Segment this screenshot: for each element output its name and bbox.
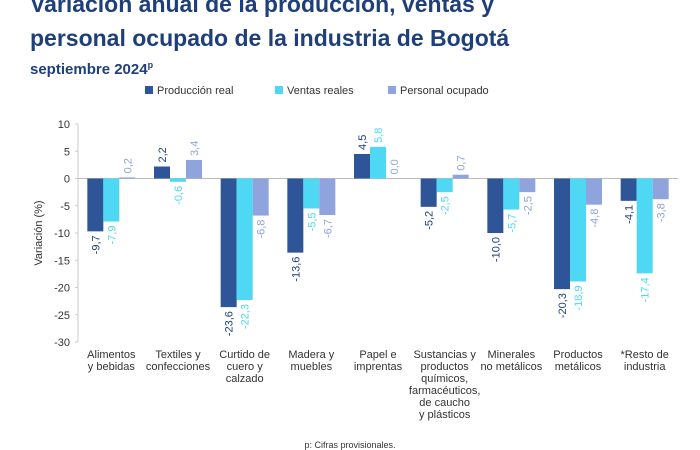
- legend-label: Ventas reales: [287, 85, 354, 97]
- value-label: 0,0: [389, 159, 401, 174]
- bar: [570, 178, 586, 282]
- chart-subtitle: septiembre 2024p: [30, 60, 154, 78]
- bar: [170, 178, 186, 182]
- bar: [87, 178, 104, 232]
- x-tick-label: Madera y muebles: [288, 349, 334, 373]
- bar: [636, 178, 653, 274]
- value-label: -7,9: [106, 226, 118, 245]
- bar: [220, 178, 237, 308]
- value-label: -3,8: [656, 203, 668, 222]
- bar: [119, 177, 136, 179]
- value-label: -10,0: [490, 237, 502, 262]
- bar: [319, 178, 336, 216]
- bar: [370, 146, 386, 179]
- bar: [586, 178, 602, 205]
- value-label: -2,5: [440, 196, 452, 215]
- bar: [436, 178, 453, 193]
- chart-title: personal ocupado de la industria de Bogo…: [30, 25, 509, 51]
- value-label: -22,3: [240, 304, 252, 329]
- bar: [236, 178, 253, 301]
- footnote: p: Cifras provisionales.: [304, 440, 395, 450]
- y-tick-label: -5: [60, 201, 70, 213]
- legend-swatch: [275, 86, 283, 94]
- bar: [452, 174, 469, 179]
- value-label: 3,4: [189, 141, 201, 156]
- value-label: -5,7: [506, 214, 518, 233]
- bar: [303, 178, 320, 209]
- value-label: -6,8: [256, 220, 268, 239]
- value-label: -17,4: [640, 277, 652, 302]
- bar: [154, 166, 170, 179]
- x-tick-label: Sustancias y productos químicos, farmacéuti…: [409, 349, 481, 421]
- value-label: -18,9: [573, 286, 585, 311]
- value-label: -6,7: [322, 219, 334, 238]
- y-tick-label: -20: [54, 283, 70, 295]
- value-label: 0,7: [456, 155, 468, 170]
- x-tick-label: Papel e imprentas: [354, 349, 403, 373]
- x-tick-label: Textiles y confecciones: [146, 349, 211, 373]
- legend-label: Producción real: [157, 85, 233, 97]
- x-tick-label: Curtido de cuero y calzado: [219, 349, 270, 385]
- x-tick-label: *Resto de industria: [621, 349, 669, 373]
- bar: [420, 178, 437, 207]
- value-label: -20,3: [557, 293, 569, 318]
- y-tick-label: -10: [54, 228, 70, 240]
- subtitle-text: septiembre 2024: [30, 61, 148, 78]
- bar: [503, 178, 520, 210]
- value-label: -4,1: [624, 205, 636, 224]
- value-label: -5,5: [306, 212, 318, 231]
- bar: [103, 178, 120, 222]
- value-label: -23,6: [224, 311, 236, 336]
- bar: [554, 178, 570, 290]
- value-label: 4,5: [357, 135, 369, 150]
- legend-label: Personal ocupado: [400, 85, 489, 97]
- bar: [354, 153, 370, 179]
- value-label: -13,6: [290, 257, 302, 282]
- y-tick-label: -25: [54, 310, 70, 322]
- subtitle-mark: p: [148, 60, 154, 70]
- value-label: 5,8: [373, 128, 385, 143]
- legend-swatch: [388, 86, 396, 94]
- bar: [652, 178, 669, 200]
- x-tick-label: Alimentos y bebidas: [87, 349, 136, 373]
- value-label: -9,7: [90, 235, 102, 254]
- y-tick-label: 10: [58, 119, 70, 131]
- y-tick-label: 5: [64, 146, 70, 158]
- value-label: -2,5: [522, 196, 534, 215]
- legend-swatch: [145, 86, 153, 94]
- bar: [186, 159, 202, 179]
- y-tick-label: 0: [64, 174, 70, 186]
- y-axis-label: Variación (%): [33, 200, 45, 265]
- value-label: -4,8: [589, 209, 601, 228]
- x-tick-label: Productos metálicos: [553, 349, 603, 373]
- bar: [487, 178, 504, 233]
- bar: [252, 178, 269, 216]
- value-label: -0,6: [173, 186, 185, 205]
- y-tick-label: -30: [54, 337, 70, 349]
- value-label: 0,2: [122, 158, 134, 173]
- value-label: -5,2: [424, 211, 436, 230]
- bar: [519, 178, 536, 193]
- value-label: 2,2: [157, 147, 169, 162]
- bar: [287, 178, 304, 253]
- chart-title: Variación anual de la producción, ventas…: [30, 0, 494, 17]
- y-tick-label: -15: [54, 255, 70, 267]
- x-tick-label: Minerales no metálicos: [480, 349, 542, 373]
- bar: [620, 178, 637, 201]
